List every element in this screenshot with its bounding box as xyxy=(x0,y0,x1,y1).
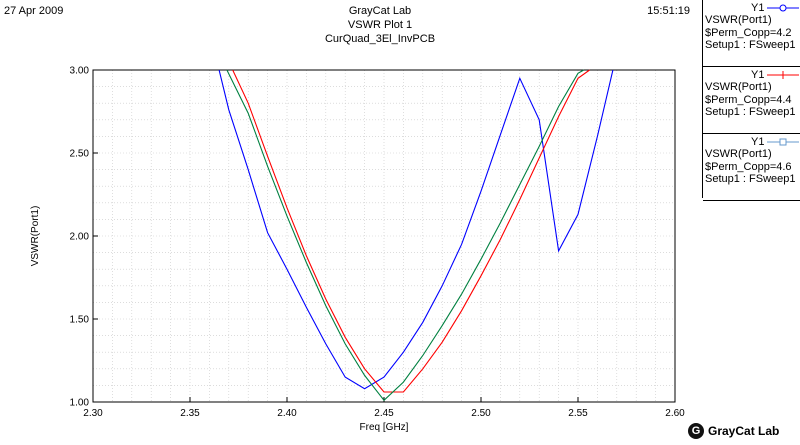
x-tick-label: 2.35 xyxy=(180,408,200,419)
plot-title-line-3: CurQuad_3El_InvPCB xyxy=(324,33,436,45)
legend-entry-1[interactable]: Y1 VSWR(Port1) $Perm_Copp=4.2 Setup1 : F… xyxy=(703,0,800,67)
series-line-3 xyxy=(226,69,585,402)
y-axis-label: VSWR(Port1) xyxy=(30,206,41,267)
y-tick-label: 2.50 xyxy=(70,149,90,160)
legend-setup: Setup1 : FSweep1 xyxy=(705,106,796,118)
x-tick-label: 2.45 xyxy=(374,408,394,419)
legend-setup: Setup1 : FSweep1 xyxy=(705,39,796,51)
legend-param: $Perm_Copp=4.6 xyxy=(705,160,792,173)
x-tick-label: 2.60 xyxy=(665,408,685,419)
grid-lines xyxy=(93,70,675,402)
graycat-logo: G GrayCat Lab xyxy=(688,420,800,442)
series-line-1 xyxy=(218,69,614,390)
plot-title-line-2: VSWR Plot 1 xyxy=(347,19,413,31)
plot-time: 15:51:19 xyxy=(647,5,690,17)
x-tick-label: 2.50 xyxy=(471,408,491,419)
plot-date: 27 Apr 2009 xyxy=(4,5,64,17)
plot-title-block: GrayCat Lab VSWR Plot 1 CurQuad_3El_InvP… xyxy=(200,4,560,46)
legend-ytag: Y1 xyxy=(751,69,765,81)
legend-setup: Setup1 : FSweep1 xyxy=(705,173,796,185)
circle-marker-icon xyxy=(767,4,799,12)
plot-title-line-1: GrayCat Lab xyxy=(348,5,412,17)
vswr-chart: 2.30 2.35 2.40 2.45 2.50 2.55 2.60 1.00 1.50 2.00… xyxy=(30,66,685,434)
legend-trace: VSWR(Port1) xyxy=(705,14,772,26)
logo-text: GrayCat Lab xyxy=(708,424,780,438)
series-line-2 xyxy=(232,69,590,393)
x-tick-label: 2.30 xyxy=(83,408,103,419)
y-tick-label: 3.00 xyxy=(70,66,90,77)
legend-entry-2[interactable]: Y1 VSWR(Port1) $Perm_Copp=4.4 Setup1 : F… xyxy=(703,67,800,134)
legend-param: $Perm_Copp=4.4 xyxy=(705,93,792,106)
legend-entry-3[interactable]: Y1 VSWR(Port1) $Perm_Copp=4.6 Setup1 : F… xyxy=(703,134,800,201)
y-tick-label: 1.00 xyxy=(70,398,90,409)
x-tick-label: 2.40 xyxy=(277,408,297,419)
y-tick-label: 1.50 xyxy=(70,315,90,326)
legend-param: $Perm_Copp=4.2 xyxy=(705,26,792,39)
y-tick-label: 2.00 xyxy=(70,232,90,243)
square-marker-icon xyxy=(767,138,799,146)
legend-ytag: Y1 xyxy=(751,2,765,14)
cross-marker-icon xyxy=(767,71,799,79)
legend-trace: VSWR(Port1) xyxy=(705,148,772,160)
legend-trace: VSWR(Port1) xyxy=(705,81,772,93)
x-tick-label: 2.55 xyxy=(568,408,588,419)
legend-ytag: Y1 xyxy=(751,136,765,148)
x-axis-label: Freq [GHz] xyxy=(360,422,409,433)
legend: Y1 VSWR(Port1) $Perm_Copp=4.2 Setup1 : F… xyxy=(702,0,800,201)
logo-mark-icon: G xyxy=(688,423,704,439)
